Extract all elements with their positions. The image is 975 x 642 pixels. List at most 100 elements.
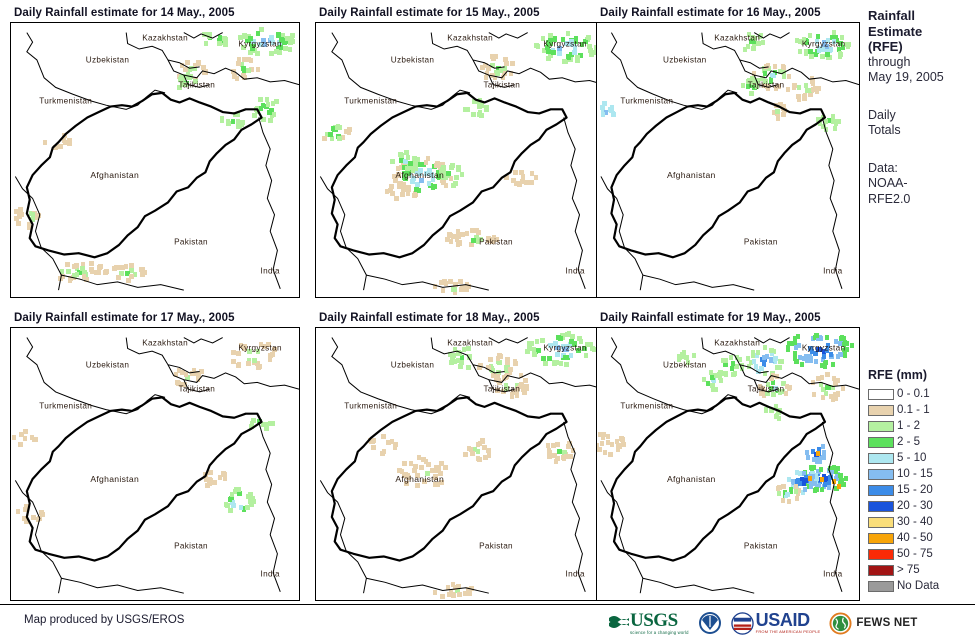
rainfall-cell <box>258 105 264 111</box>
rainfall-cell <box>394 195 400 201</box>
rainfall-cell <box>425 470 431 476</box>
province-border <box>61 149 73 248</box>
rainfall-cell <box>804 39 810 45</box>
province-border <box>369 491 402 495</box>
rainfall-cell <box>236 362 241 368</box>
rainfall-cell <box>808 483 813 489</box>
rainfall-cell <box>258 42 263 48</box>
rainfall-cell <box>814 358 819 364</box>
rainfall-cell <box>751 359 756 365</box>
rainfall-cell <box>469 242 474 248</box>
rainfall-cell <box>123 263 129 269</box>
province-border <box>100 204 162 209</box>
rainfall-cell <box>602 449 608 455</box>
rainfall-cell <box>486 66 491 72</box>
rainfall-cell <box>534 339 540 345</box>
rainfall-cell <box>452 585 458 590</box>
country-label: Turkmenistan <box>39 96 93 106</box>
rainfall-cell <box>461 347 467 353</box>
rainfall-cell <box>433 162 439 168</box>
province-border <box>64 187 97 191</box>
rainfall-cell <box>834 486 839 492</box>
rainfall-cell <box>241 506 247 512</box>
rainfall-cell <box>258 342 264 348</box>
rainfall-cell <box>62 139 68 145</box>
rainfall-cell <box>753 364 759 370</box>
legend-label: 15 - 20 <box>897 484 933 496</box>
rainfall-cell <box>769 375 774 381</box>
country-label: Pakistan <box>174 541 208 551</box>
rainfall-cell <box>435 169 441 175</box>
rainfall-cell <box>126 277 132 283</box>
rainfall-cell <box>470 237 476 243</box>
province-border <box>123 459 130 546</box>
province-border <box>648 510 677 514</box>
rainfall-cell <box>176 368 182 374</box>
legend-label: 2 - 5 <box>897 436 921 448</box>
rainfall-cell <box>773 386 778 392</box>
rainfall-cell <box>231 358 236 364</box>
rainfall-cell <box>269 113 275 119</box>
rainfall-cell <box>567 454 573 459</box>
rainfall-cell <box>192 62 198 68</box>
rainfall-cell <box>817 120 822 126</box>
map-panel[interactable]: Kazakhstan Uzbekistan Kyrgyzstan Tajikistan… <box>596 22 860 298</box>
rainfall-cell <box>820 47 825 53</box>
rainfall-cell <box>415 483 421 489</box>
rainfall-cell <box>504 60 509 66</box>
rainfall-cell <box>344 128 350 134</box>
province-border <box>95 223 143 230</box>
rainfall-cell <box>246 361 252 367</box>
rainfall-cell <box>821 474 826 480</box>
rainfall-cell <box>15 508 21 514</box>
rainfall-cell <box>554 442 560 448</box>
rainfall-cell <box>202 69 208 75</box>
legend-title: RFE (mm) <box>868 368 928 382</box>
country-border <box>489 33 528 38</box>
rainfall-cell <box>35 212 41 218</box>
rainfall-cell <box>270 40 276 46</box>
rainfall-cell <box>505 359 510 365</box>
rainfall-cell <box>68 276 73 282</box>
rainfall-cell <box>838 351 843 357</box>
rainfall-cell <box>827 484 832 490</box>
rainfall-cell <box>557 45 562 51</box>
rainfall-cell <box>555 455 560 461</box>
legend-item: 2 - 5 <box>868 434 975 450</box>
map-panel[interactable]: Kazakhstan Uzbekistan Kyrgyzstan Tajikistan… <box>10 327 300 601</box>
rainfall-cell <box>563 362 569 368</box>
rainfall-cell <box>566 331 572 337</box>
country-border <box>366 578 488 593</box>
province-border <box>447 101 502 150</box>
legend-item: 1 - 2 <box>868 418 975 434</box>
rainfall-cell <box>435 173 441 179</box>
rainfall-cell <box>556 51 562 57</box>
rainfall-cell <box>818 346 823 352</box>
rainfall-cell <box>793 340 798 346</box>
rainfall-cell <box>390 159 395 165</box>
map-panel[interactable]: Kazakhstan Uzbekistan Kyrgyzstan Tajikistan… <box>315 22 605 298</box>
rainfall-cell <box>836 47 842 53</box>
legend-swatch <box>868 564 894 576</box>
rainfall-cell <box>713 386 719 392</box>
rainfall-cell <box>816 116 821 122</box>
map-panel[interactable]: Kazakhstan Uzbekistan Kyrgyzstan Tajikistan… <box>596 327 860 601</box>
map-panel[interactable]: Kazakhstan Uzbekistan Kyrgyzstan Tajikistan… <box>315 327 605 601</box>
rainfall-cell <box>423 458 429 464</box>
rainfall-cell <box>259 27 264 33</box>
province-border <box>427 105 466 149</box>
province-border <box>123 155 130 243</box>
map-panel[interactable]: Kazakhstan Uzbekistan Kyrgyzstan Tajikistan… <box>10 22 300 298</box>
rainfall-cell <box>771 391 776 397</box>
province-border <box>728 159 735 223</box>
rainfall-cell <box>748 82 753 88</box>
rainfall-cell <box>195 376 201 382</box>
country-label: Kyrgyzstan <box>543 39 587 49</box>
rainfall-cell <box>761 362 766 367</box>
rainfall-cell <box>83 277 89 283</box>
usaid-wordmark: USAID <box>755 610 810 630</box>
afghanistan-border <box>611 397 825 560</box>
rainfall-cell <box>795 477 800 483</box>
rainfall-cell <box>247 349 252 354</box>
rainfall-cell <box>447 352 453 357</box>
